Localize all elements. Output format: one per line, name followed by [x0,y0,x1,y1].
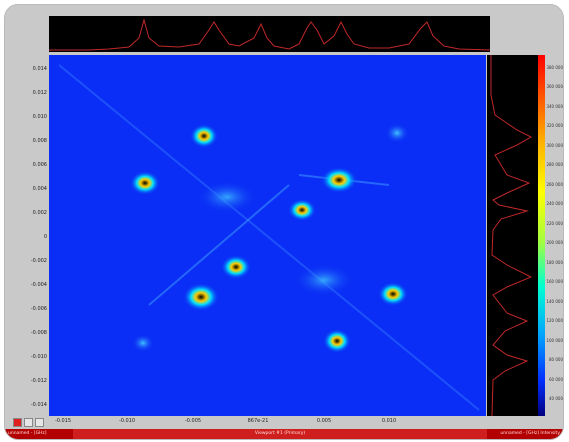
peak [323,329,351,353]
intensity-map-canvas [58,64,480,411]
intensity-map[interactable] [49,55,486,416]
y-tick-label: 0.012 [32,90,47,96]
viewport-toggle-button[interactable] [24,418,33,427]
y-tick-label: -0.004 [30,282,47,288]
cross-streak [148,184,290,306]
x-axis: -0.015 -0.010 -0.005 867e-21 0.005 0.010 [49,416,486,428]
viewport-tab[interactable]: Viewport #1 (Primary) [73,429,487,439]
peak [288,199,316,221]
x-tick-label: -0.015 [54,418,72,424]
y-tick-label: -0.008 [30,330,47,336]
faint-peak [132,334,154,352]
colorbar-tick-label: 220 000 [546,221,563,226]
y-tick-label: 0.010 [32,114,47,120]
colorbar-labels: 380 000 360 000 340 000 320 000 300 000 … [545,55,563,416]
peak [321,167,357,193]
colorbar-tick-label: 140 000 [546,299,563,304]
intensity-colorbar [538,55,545,416]
y-tick-label: -0.014 [30,402,47,408]
diagonal-streak [58,64,480,411]
faint-peak [385,123,409,143]
colorbar-tick-label: 200 000 [546,240,563,245]
x-tick-label: 867e-21 [247,418,269,424]
colorbar-tick-label: 380 000 [546,65,563,70]
viewport-color-button[interactable] [13,418,22,427]
y-tick-label: 0.004 [32,186,47,192]
y-tick-label: -0.006 [30,306,47,312]
faint-cluster [197,181,257,213]
y-tick-label: 0.008 [32,138,47,144]
y-tick-label: 0.002 [32,210,47,216]
colorbar-tick-label: 320 000 [546,123,563,128]
status-bar: unnamed - [GHz] Viewport #1 (Primary) un… [5,429,563,439]
status-left-label: unnamed - [GHz] [8,431,47,436]
top-profile-panel [49,16,491,52]
colorbar-tick-label: 60 000 [549,377,563,382]
x-tick-label: -0.010 [118,418,136,424]
colorbar-tick-label: 100 000 [546,338,563,343]
colorbar-tick-label: 160 000 [546,279,563,284]
top-profile-line [49,18,491,51]
viewport-toggle-button[interactable] [35,418,44,427]
viewport-window: 0.014 0.012 0.010 0.008 0.006 0.004 0.00… [4,4,564,440]
colorbar-tick-label: 120 000 [546,318,563,323]
y-tick-label: 0.014 [32,66,47,72]
y-tick-label: 0 [43,234,47,240]
right-profile-panel [487,55,538,417]
x-tick-label: -0.005 [184,418,202,424]
top-profile-plot [49,18,491,51]
x-tick-label: 0.005 [316,418,332,424]
y-tick-label: 0.006 [32,162,47,168]
colorbar-tick-label: 360 000 [546,84,563,89]
right-profile-plot [490,55,533,417]
colorbar-tick-label: 40 000 [549,396,563,401]
peak [221,255,251,279]
colorbar-tick-label: 180 000 [546,260,563,265]
peak [378,282,408,306]
colorbar-tick-label: 240 000 [546,201,563,206]
y-tick-label: -0.012 [30,378,47,384]
y-tick-label: -0.002 [30,258,47,264]
colorbar-tick-label: 340 000 [546,104,563,109]
peak [130,171,160,195]
peak [183,283,219,311]
status-right-label: unnamed - [GHz] Intensity [500,431,560,436]
y-tick-label: -0.010 [30,354,47,360]
peak [190,124,218,148]
colorbar-tick-label: 300 000 [546,143,563,148]
colorbar-tick-label: 280 000 [546,162,563,167]
faint-cluster [294,264,354,296]
colorbar-tick-label: 80 000 [549,357,563,362]
colorbar-tick-label: 260 000 [546,182,563,187]
y-axis: 0.014 0.012 0.010 0.008 0.006 0.004 0.00… [5,55,49,416]
right-profile-line [490,55,533,417]
x-tick-label: 0.010 [381,418,397,424]
